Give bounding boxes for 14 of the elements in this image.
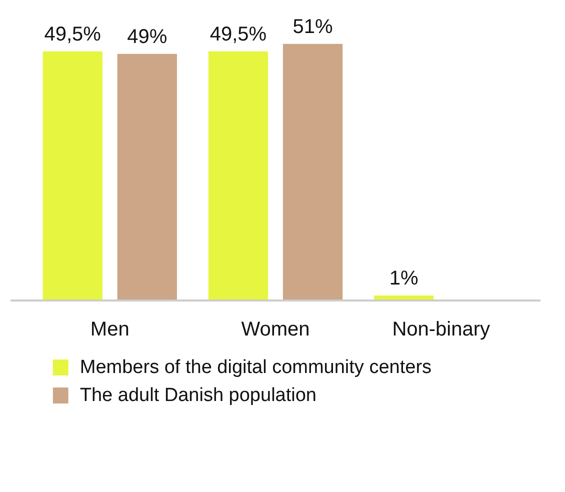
x-tick-label: Men <box>90 318 130 340</box>
data-label: 49% <box>127 26 168 48</box>
bar <box>282 44 343 300</box>
legend-label: The adult Danish population <box>80 385 316 406</box>
data-label: 1% <box>389 267 419 290</box>
data-label: 51% <box>292 16 333 38</box>
data-label: 49,5% <box>44 23 102 46</box>
bar <box>208 51 268 300</box>
x-tick-label: Women <box>241 318 310 340</box>
data-label: 49,5% <box>210 23 267 46</box>
bar <box>117 54 177 300</box>
x-tick-label: Non-binary <box>392 318 490 340</box>
legend-label: Members of the digital community centers <box>80 357 432 378</box>
bar <box>42 51 102 300</box>
